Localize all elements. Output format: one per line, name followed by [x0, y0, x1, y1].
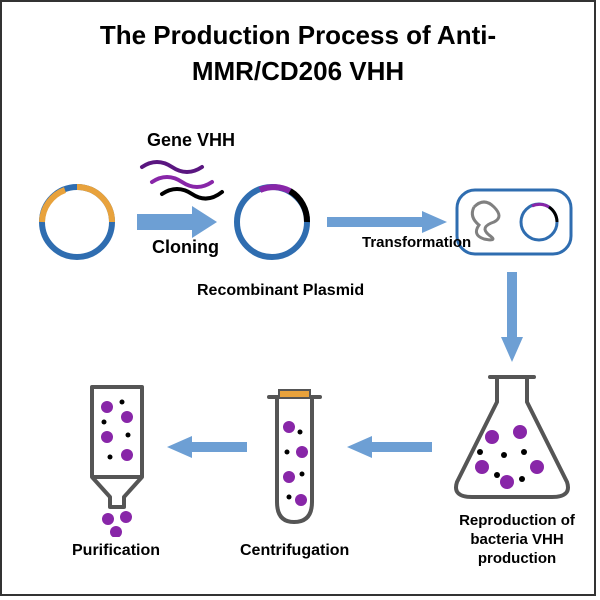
plasmid-icon — [32, 177, 122, 267]
recomb-label: Recombinant Plasmid — [197, 282, 364, 300]
recombinant-plasmid-icon — [227, 177, 317, 267]
arrow-cloning — [132, 202, 222, 242]
arrow-to-centrifuge — [347, 432, 437, 462]
arrow-transformation — [322, 207, 452, 237]
cloning-label: Cloning — [152, 237, 219, 258]
gene-squiggles-icon — [137, 152, 237, 202]
test-tube-icon — [257, 382, 332, 532]
centrifugation-label: Centrifugation — [240, 542, 349, 560]
purification-label: Purification — [72, 542, 160, 560]
title-line-2: MMR/CD206 VHH — [192, 56, 404, 86]
diagram-title: The Production Process of Anti- MMR/CD20… — [2, 2, 594, 90]
bacteria-cell-icon — [454, 187, 574, 257]
purification-column-icon — [72, 377, 162, 537]
transformation-label: Transformation — [362, 234, 471, 251]
flask-icon — [442, 367, 582, 507]
arrow-down — [497, 267, 527, 367]
arrow-to-purification — [167, 432, 252, 462]
reproduction-label: Reproduction of bacteria VHH production — [447, 512, 587, 568]
title-line-1: The Production Process of Anti- — [100, 20, 496, 50]
gene-label: Gene VHH — [147, 130, 235, 151]
